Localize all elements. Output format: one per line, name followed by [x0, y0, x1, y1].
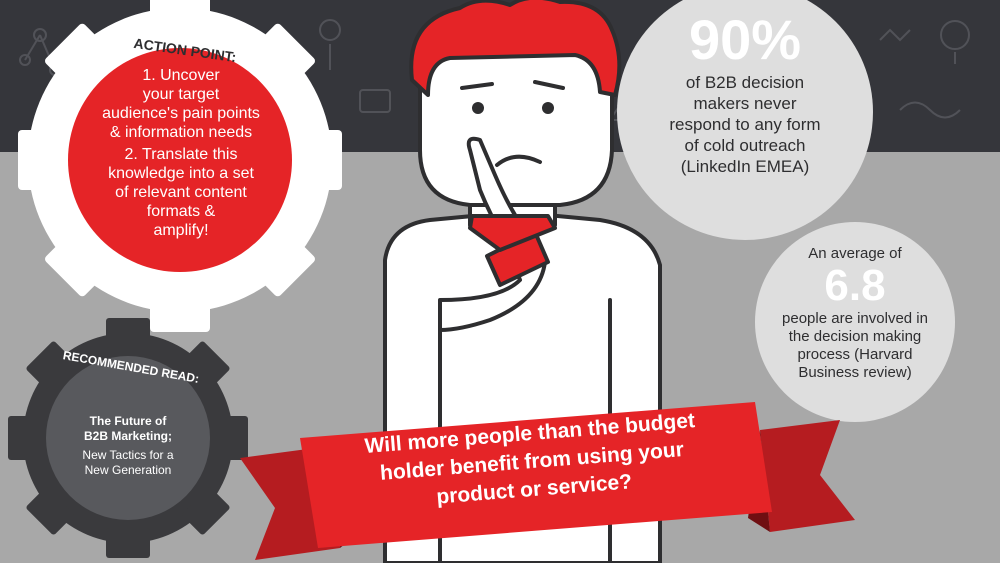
question-banner — [240, 402, 855, 560]
stat2-line: process (Harvard — [797, 346, 913, 363]
stat2-line: people are involved in — [782, 310, 928, 327]
recommended-read-gear — [8, 318, 248, 558]
stat1-description: of B2B decision makers never respond to … — [640, 72, 850, 177]
stat2-description: people are involved in the decision maki… — [765, 310, 945, 382]
action-point-step2-line: amplify! — [153, 222, 209, 239]
stat2-value: 6.8 — [824, 261, 886, 310]
stat1-line: respond to any form — [669, 115, 821, 134]
recommended-book-title-line: B2B Marketing; — [83, 429, 172, 443]
stat1-value: 90% — [688, 8, 802, 71]
stat1-line: of cold outreach — [684, 136, 806, 155]
action-point-step2-line: 2. Translate this — [124, 146, 238, 163]
stat2-circle — [755, 222, 955, 422]
action-point-gear — [18, 0, 342, 332]
recommended-book-subtitle-line: New Generation — [84, 463, 172, 477]
stat2-intro: An average of — [808, 245, 902, 262]
action-point-step2-line: of relevant content — [115, 184, 247, 201]
action-point-step1-line: & information needs — [109, 124, 253, 141]
action-point-step2: 2. Translate this knowledge into a set o… — [92, 145, 270, 240]
stat1-line: of B2B decision — [685, 73, 805, 92]
action-point-step1: 1. Uncover your target audience's pain p… — [92, 66, 270, 142]
recommended-book-subtitle-line: New Tactics for a — [82, 448, 174, 462]
recommended-book-title-line: The Future of — [89, 414, 167, 428]
action-point-step1-line: audience's pain points — [102, 105, 260, 122]
action-point-step2-line: formats & — [146, 203, 216, 220]
action-point-step1-line: 1. Uncover — [142, 67, 220, 84]
stat1-circle — [617, 0, 873, 240]
recommended-book-title: The Future of B2B Marketing; — [58, 414, 198, 444]
action-point-step2-line: knowledge into a set — [108, 165, 254, 182]
stat1-line: (LinkedIn EMEA) — [680, 157, 810, 176]
recommended-book-subtitle: New Tactics for a New Generation — [58, 448, 198, 478]
stat2-line: Business review) — [798, 364, 912, 381]
stat2-line: the decision making — [788, 328, 922, 345]
action-point-red-disc — [68, 48, 292, 272]
stat1-line: makers never — [693, 94, 797, 113]
action-point-step1-line: your target — [142, 86, 220, 103]
